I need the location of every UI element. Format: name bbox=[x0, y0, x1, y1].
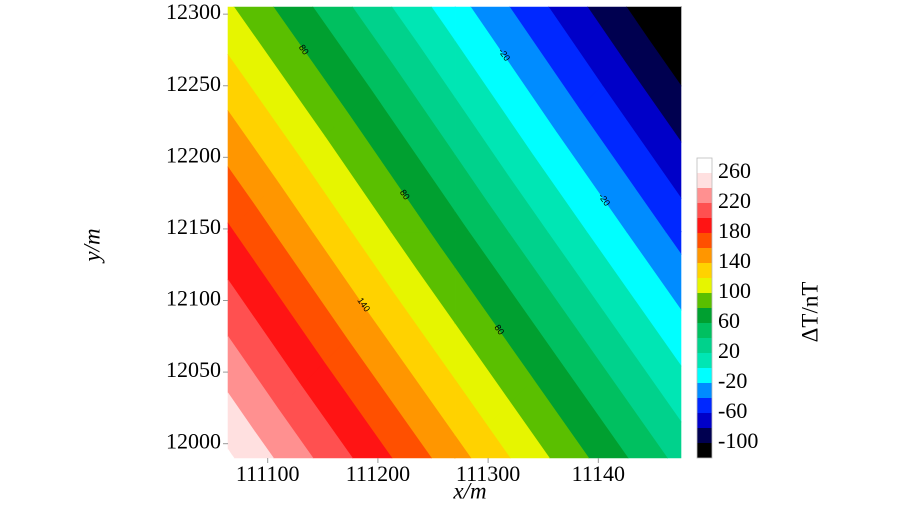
colorbar-swatch bbox=[697, 293, 712, 308]
colorbar-swatch bbox=[697, 263, 712, 278]
colorbar-swatch bbox=[697, 323, 712, 338]
x-tick-label: 11140 bbox=[572, 461, 625, 486]
contour-band bbox=[227, 222, 232, 233]
contour-label: 80 bbox=[398, 188, 412, 202]
y-tick-label: 12050 bbox=[166, 357, 221, 382]
colorbar-frame bbox=[696, 157, 713, 459]
y-tick-label: 12300 bbox=[166, 0, 221, 24]
contour-band bbox=[454, 210, 464, 233]
colorbar-tick-label: 180 bbox=[718, 218, 751, 243]
contour-band bbox=[454, 434, 465, 459]
colorbar-tick-label: -100 bbox=[718, 428, 758, 453]
y-tick-label: 12100 bbox=[166, 286, 221, 311]
colorbar-swatch bbox=[697, 203, 712, 218]
x-tick-label: 111200 bbox=[346, 461, 410, 486]
y-tick-label: 12250 bbox=[166, 71, 221, 96]
colorbar-tick-label: 140 bbox=[718, 248, 751, 273]
colorbar-swatch bbox=[697, 173, 712, 188]
colorbar-swatch bbox=[697, 443, 712, 458]
colorbar-tick-label: 260 bbox=[718, 158, 751, 183]
y-tick-label: 12150 bbox=[166, 214, 221, 239]
colorbar-swatch bbox=[697, 248, 712, 263]
colorbar-swatch bbox=[697, 353, 712, 368]
colorbar-swatch bbox=[697, 338, 712, 353]
colorbar-swatch bbox=[697, 383, 712, 398]
x-tick-label: 111100 bbox=[236, 461, 300, 486]
colorbar-tick-label: 60 bbox=[718, 308, 740, 333]
colorbar-tick-label: 220 bbox=[718, 188, 751, 213]
colorbar-tick-label: 100 bbox=[718, 278, 751, 303]
colorbar-swatch bbox=[697, 188, 712, 203]
x-tick-label: 111300 bbox=[456, 461, 520, 486]
colorbar-swatch bbox=[697, 413, 712, 428]
colorbar-swatch bbox=[697, 218, 712, 233]
colorbar-tick-label: -60 bbox=[718, 398, 747, 423]
colorbar-swatch bbox=[697, 278, 712, 293]
contour-band bbox=[227, 448, 232, 459]
x-axis-label: x/m bbox=[452, 478, 486, 503]
colorbar-swatch bbox=[697, 233, 712, 248]
colorbar-swatch bbox=[697, 308, 712, 323]
colorbar-tick-label: 20 bbox=[718, 338, 740, 363]
colorbar-tick-label: -20 bbox=[718, 368, 747, 393]
colorbar-label: ΔT/nT bbox=[797, 282, 822, 343]
colorbar-swatch bbox=[697, 398, 712, 413]
y-tick-label: 12000 bbox=[166, 429, 221, 454]
y-tick-label: 12200 bbox=[166, 142, 221, 167]
colorbar-swatch bbox=[697, 368, 712, 383]
colorbar-swatch bbox=[697, 158, 712, 173]
contour-label: 80 bbox=[492, 323, 506, 337]
y-axis-label: y/m bbox=[79, 228, 104, 263]
contour-label: 80 bbox=[297, 43, 311, 57]
colorbar-swatch bbox=[697, 428, 712, 443]
